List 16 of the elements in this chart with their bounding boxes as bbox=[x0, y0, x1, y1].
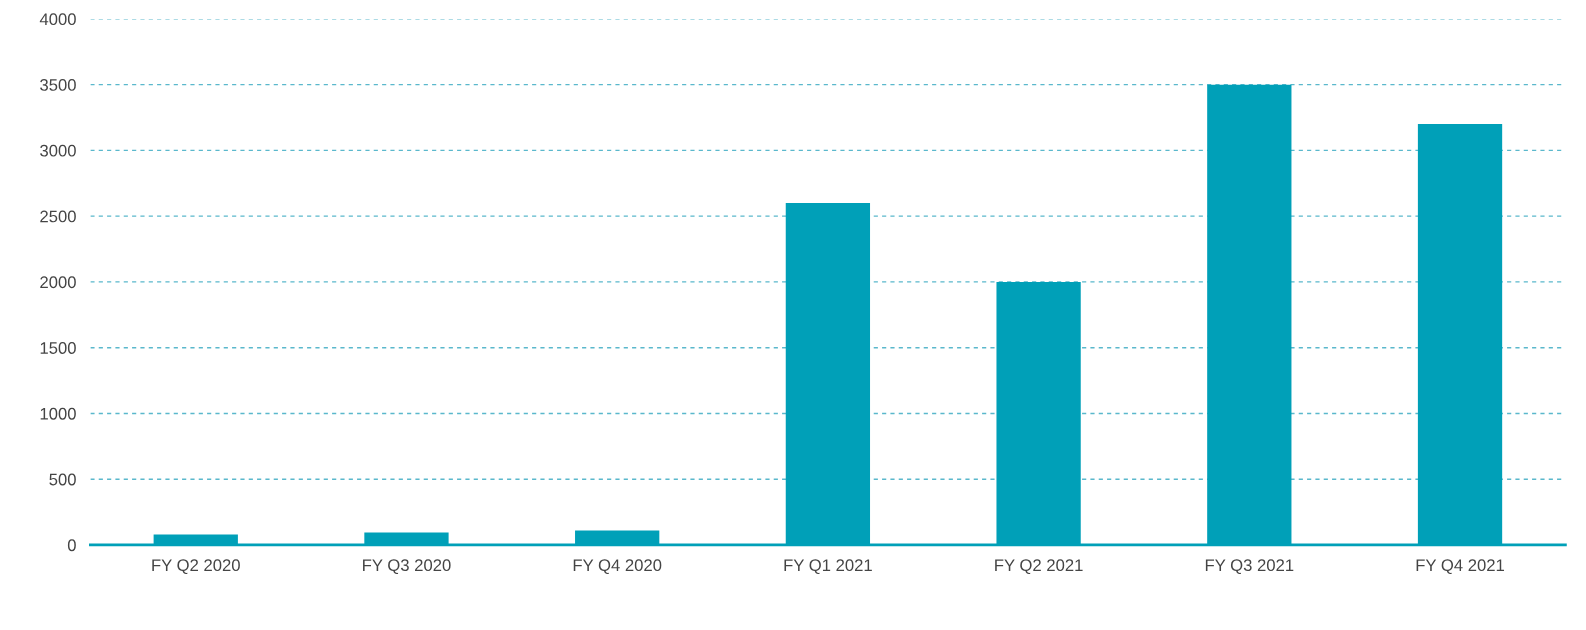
y-tick-label: 1000 bbox=[40, 407, 76, 420]
y-tick-label: 3000 bbox=[40, 144, 76, 157]
y-tick-label: 3500 bbox=[40, 79, 76, 91]
x-tick-label: FY Q2 2021 bbox=[995, 559, 1083, 575]
y-tick-label: 500 bbox=[49, 473, 76, 486]
x-tick-label: FY Q3 2020 bbox=[363, 559, 451, 575]
y-tick-label: 1500 bbox=[40, 342, 76, 354]
y-tick-label: 0 bbox=[67, 539, 76, 552]
y-tick-label: 4000 bbox=[39, 13, 76, 26]
x-tick-label: FY Q4 2020 bbox=[573, 559, 662, 575]
x-tick-label: FY Q3 2021 bbox=[1205, 559, 1294, 575]
x-tick-label: FY Q2 2020 bbox=[152, 559, 240, 575]
y-tick-label: 2500 bbox=[40, 210, 76, 223]
y-tick-label: 2000 bbox=[40, 276, 76, 289]
x-tick-label: FY Q4 2021 bbox=[1416, 559, 1504, 575]
x-tick-label: FY Q1 2021 bbox=[784, 559, 872, 575]
